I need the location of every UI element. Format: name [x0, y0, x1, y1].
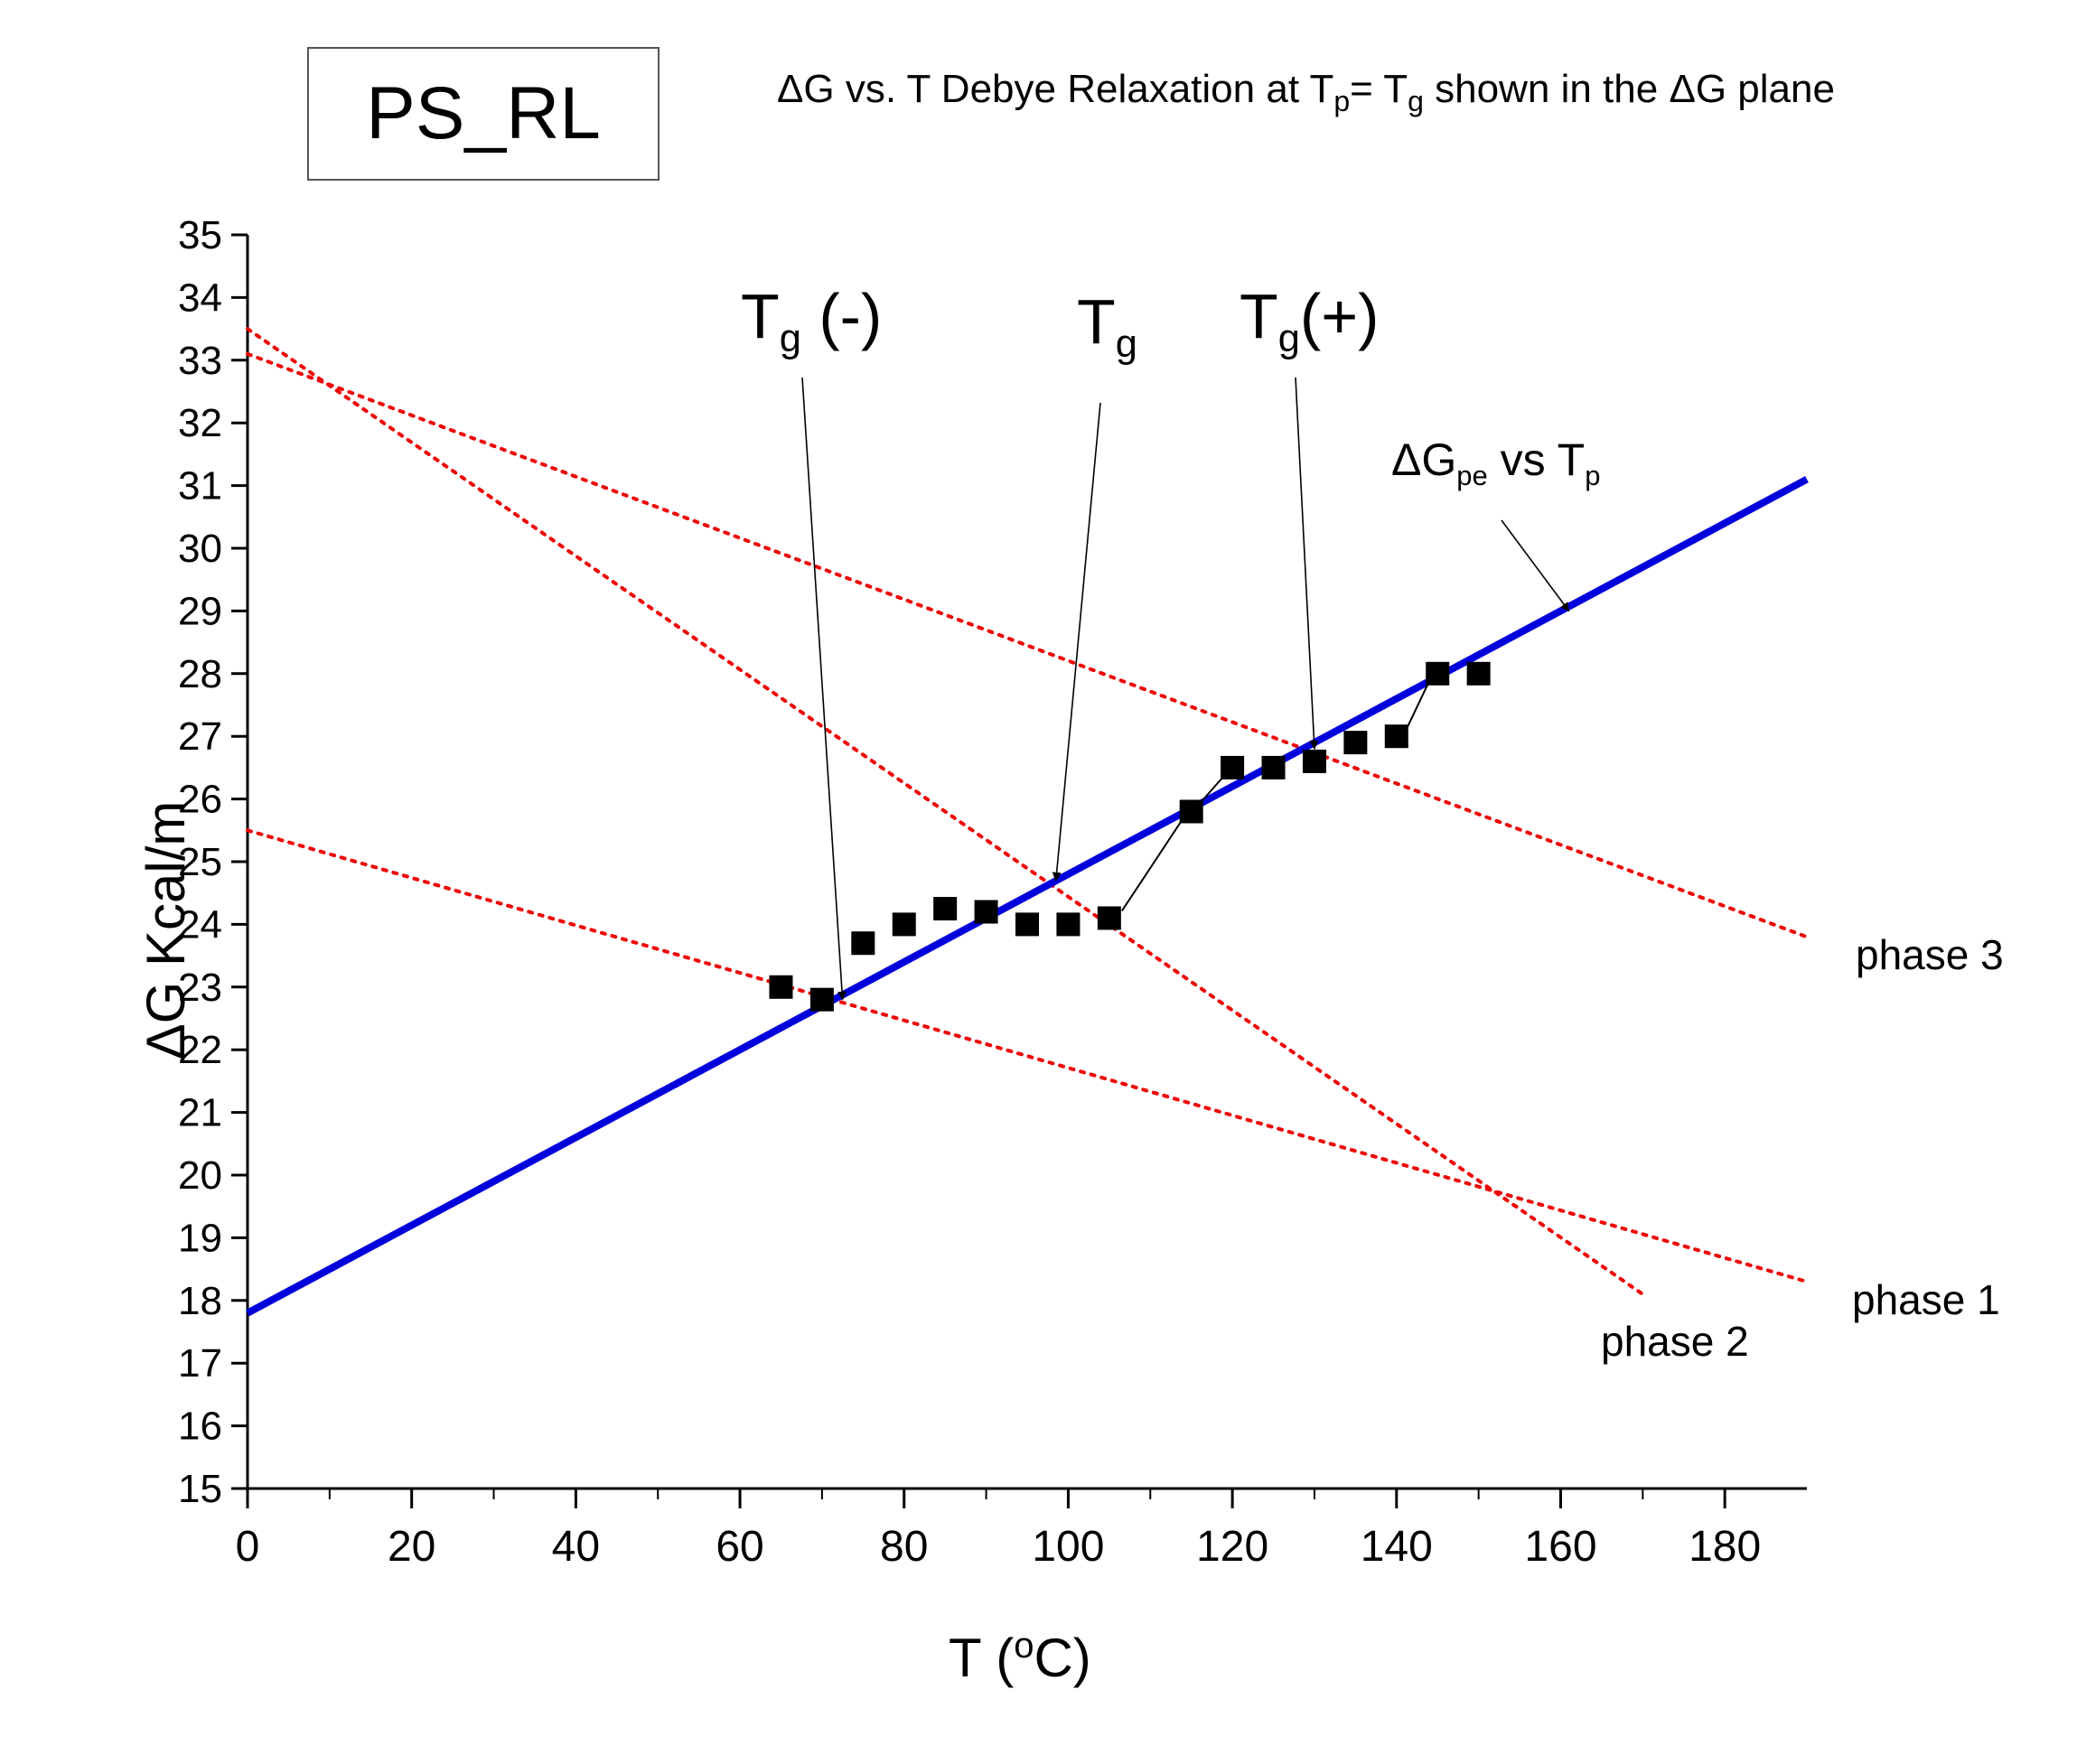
- annotation-arrows: [801, 377, 1570, 1001]
- arrow-tg-plus: [1295, 377, 1319, 751]
- phase-lines: [246, 327, 1809, 1296]
- ann-sub: g: [779, 317, 801, 360]
- subtitle-sub: p: [1333, 84, 1351, 117]
- annotation-tg-plus: Tg(+): [1240, 280, 1379, 361]
- annotation-tg: Tg: [1077, 285, 1137, 367]
- annotation-dgpe: ΔGpe vs Tp: [1391, 434, 1600, 492]
- ann-sub: g: [1115, 322, 1137, 366]
- fit-line-group: [246, 476, 1809, 1317]
- y-tick-label: 25: [178, 840, 222, 884]
- ann-text: T: [1077, 286, 1116, 357]
- x-tick-label: 0: [236, 1523, 260, 1571]
- x-tick-label: 20: [388, 1523, 435, 1571]
- data-point: [851, 931, 875, 956]
- y-tick-label: 33: [178, 339, 222, 383]
- x-tick-label: 40: [552, 1523, 600, 1571]
- y-tick-label: 17: [178, 1341, 222, 1386]
- data-point: [1179, 799, 1203, 824]
- phase-line-1: [246, 828, 1809, 1283]
- data-point: [809, 987, 834, 1012]
- axes: [246, 235, 1807, 1490]
- data-point: [1426, 661, 1450, 686]
- phase-3-label: phase 3: [1856, 931, 2004, 978]
- y-tick-label: 15: [178, 1467, 222, 1511]
- ann-sub: g: [1277, 317, 1300, 360]
- x-tick-label: 180: [1689, 1523, 1761, 1571]
- data-point: [892, 912, 916, 937]
- subtitle-part: ΔG vs. T Debye Relaxation at T: [777, 67, 1334, 111]
- data-point: [1221, 755, 1245, 779]
- x-axis-label-sup: o: [1014, 1626, 1034, 1666]
- y-tick-label: 19: [178, 1216, 222, 1260]
- x-tick-label: 140: [1361, 1523, 1433, 1571]
- phase-1-label: phase 1: [1852, 1276, 2000, 1323]
- x-tick-label: 60: [716, 1523, 763, 1571]
- y-tick-label: 32: [178, 401, 222, 445]
- y-tick-label: 21: [178, 1091, 222, 1135]
- data-point: [1384, 724, 1408, 749]
- x-axis-label-part: C): [1034, 1628, 1091, 1688]
- ann-sub: pe: [1456, 460, 1488, 491]
- x-tick-label: 100: [1032, 1523, 1104, 1571]
- y-tick-label: 29: [178, 589, 222, 633]
- y-tick-label: 30: [178, 527, 222, 571]
- fit-line: [246, 476, 1809, 1317]
- y-tick-label: 16: [178, 1405, 222, 1449]
- point-connector: [1121, 821, 1182, 912]
- ann-text: (-): [800, 281, 883, 351]
- ann-text: ΔG: [1391, 434, 1457, 485]
- data-point: [1056, 912, 1081, 937]
- x-tick-label: 80: [880, 1523, 928, 1571]
- ann-sub: p: [1585, 460, 1601, 491]
- data-point: [1302, 749, 1326, 773]
- y-tick-label: 20: [178, 1153, 222, 1198]
- subtitle-part: shown in the ΔG plane: [1423, 67, 1835, 111]
- phase-2-label: phase 2: [1601, 1318, 1749, 1365]
- y-tick-label: 26: [178, 778, 222, 822]
- y-tick-label: 34: [178, 275, 222, 320]
- data-point: [1015, 912, 1039, 937]
- y-tick-label: 24: [178, 902, 222, 947]
- data-point: [1097, 906, 1121, 930]
- subtitle-part: = T: [1350, 67, 1408, 111]
- phase-line-2: [246, 327, 1645, 1296]
- y-tick-label: 27: [178, 714, 222, 759]
- ann-text: T: [741, 281, 780, 351]
- x-axis-label: T (oC): [949, 1626, 1091, 1689]
- arrow-dgpe: [1501, 519, 1570, 612]
- chart-subtitle: ΔG vs. T Debye Relaxation at Tp= Tg show…: [777, 67, 1835, 118]
- y-tick-label: 22: [178, 1028, 222, 1072]
- chart-title-box: PS_RL: [307, 47, 660, 181]
- arrow-tg: [1052, 402, 1101, 882]
- data-point: [1466, 661, 1491, 686]
- x-tick-label: 120: [1196, 1523, 1268, 1571]
- arrow-tg-minus: [801, 377, 847, 1001]
- subtitle-sub: g: [1408, 84, 1424, 117]
- data-point: [769, 975, 793, 999]
- y-axis-label: ΔG Kcal/m: [135, 800, 196, 1060]
- annotation-tg-minus: Tg (-): [741, 280, 882, 361]
- y-tick-label: 18: [178, 1279, 222, 1323]
- data-point: [974, 900, 998, 924]
- tick-labels: 15 16 17 18 19 20 21 22 23 24 25 26 27 28 29 30 31 32 33 34…: [178, 213, 1761, 1571]
- ann-text: (+): [1299, 281, 1380, 351]
- data-points: [769, 661, 1491, 1012]
- y-tick-label: 28: [178, 652, 222, 696]
- data-point: [1261, 755, 1286, 779]
- x-axis-label-part: T (: [949, 1628, 1015, 1688]
- data-point: [1343, 731, 1368, 755]
- y-tick-label: 35: [178, 213, 222, 257]
- tick-marks: [231, 233, 1726, 1508]
- point-connector: [1201, 776, 1224, 802]
- point-connector: [1406, 682, 1430, 728]
- y-tick-label: 23: [178, 966, 222, 1010]
- ann-text: vs T: [1487, 434, 1586, 485]
- data-point: [933, 897, 958, 921]
- y-tick-label: 31: [178, 464, 222, 509]
- x-tick-label: 160: [1524, 1523, 1596, 1571]
- ann-text: T: [1240, 281, 1278, 351]
- phase-line-3: [246, 351, 1809, 939]
